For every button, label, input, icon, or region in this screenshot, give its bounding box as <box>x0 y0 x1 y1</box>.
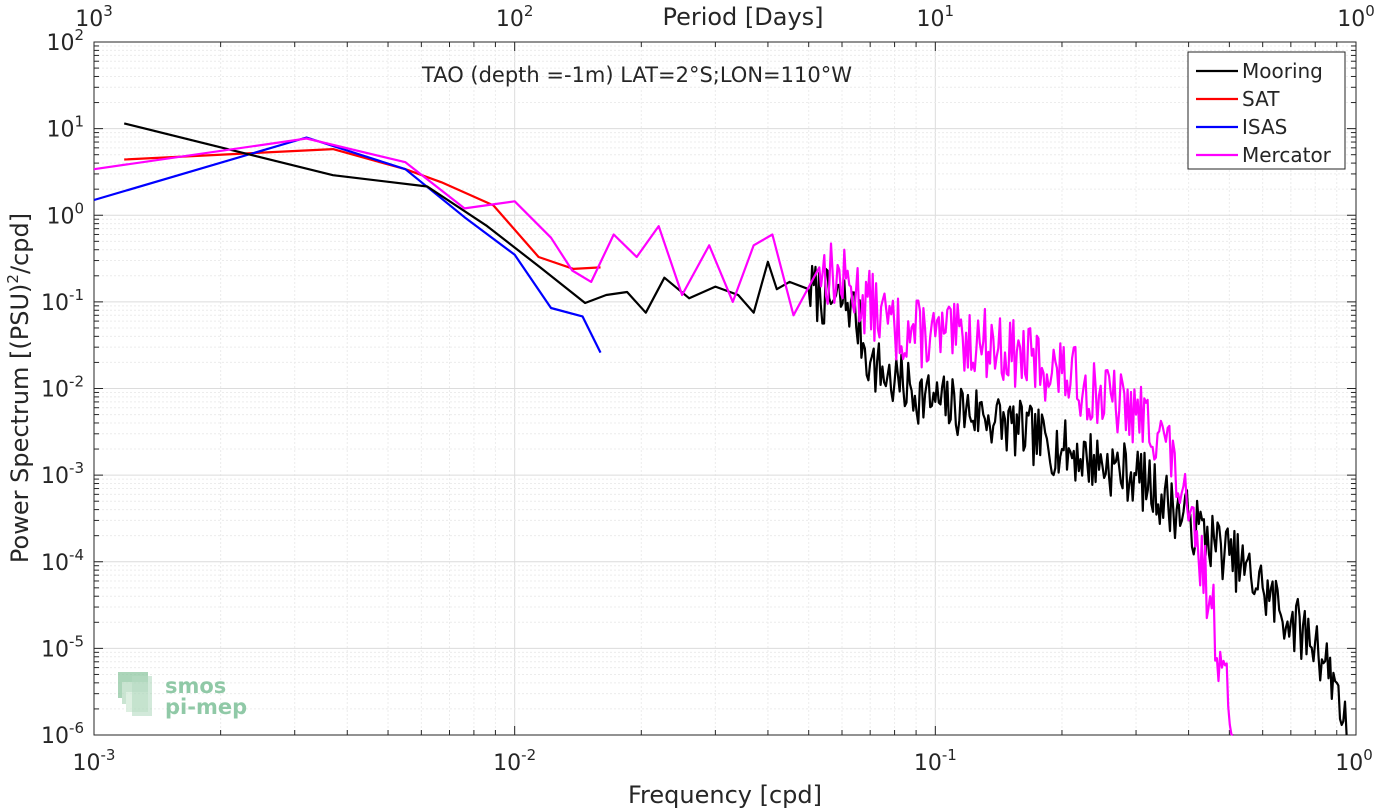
y-tick-label: 10-6 <box>41 719 84 749</box>
legend-label-mercator: Mercator <box>1242 143 1332 167</box>
legend: Mooring SAT ISAS Mercator <box>1187 51 1346 170</box>
logo-square-3 <box>126 692 148 712</box>
y-tick-label: 10-3 <box>41 459 84 489</box>
series-line-mercator <box>93 137 1234 737</box>
legend-items: Mooring SAT ISAS Mercator <box>1196 59 1332 167</box>
y-axis-label-sup: 2 <box>4 274 22 284</box>
series-lines <box>93 122 1348 737</box>
y-tick-label: 10-4 <box>41 546 84 576</box>
top-tick-label: 101 <box>917 2 955 32</box>
x-tick-label: 100 <box>1335 746 1373 776</box>
chart-title: TAO (depth =-1m) LAT=2°S;LON=110°W <box>421 63 852 87</box>
y-tick-label: 100 <box>46 199 84 229</box>
series-line-mooring <box>123 122 1348 736</box>
y-axis-label-main: Power Spectrum [(PSU) <box>6 284 34 563</box>
y-axis-label-tail: /cpd] <box>6 213 34 274</box>
legend-label-sat: SAT <box>1242 87 1280 111</box>
y-tick-label: 101 <box>46 113 84 143</box>
smos-logo: smos pi-mep <box>118 672 247 719</box>
y-tick-label: 10-1 <box>41 286 84 316</box>
legend-label-isas: ISAS <box>1242 115 1287 139</box>
series-line-sat <box>124 148 601 270</box>
top-tick-label: 102 <box>496 2 534 32</box>
x-axis-label: Frequency [cpd] <box>628 781 822 809</box>
ticks <box>93 42 1356 736</box>
x-tick-label: 10-1 <box>914 746 957 776</box>
legend-label-mooring: Mooring <box>1242 59 1323 83</box>
y-tick-label: 10-5 <box>41 632 84 662</box>
top-tick-label: 103 <box>75 2 113 32</box>
top-tick-label: 100 <box>1337 2 1375 32</box>
x-tick-label: 10-2 <box>493 746 536 776</box>
top-axis-label: Period [Days] <box>662 3 823 31</box>
x-tick-label: 10-3 <box>73 746 116 776</box>
y-axis-label: Power Spectrum [(PSU)2/cpd] <box>4 213 34 563</box>
y-tick-label: 102 <box>46 26 84 56</box>
y-tick-label: 10-2 <box>41 373 84 403</box>
logo-line-2: pi-mep <box>165 695 247 719</box>
logo-line-1: smos <box>165 674 226 698</box>
grid <box>93 42 1356 736</box>
logo-square-4 <box>132 676 152 716</box>
